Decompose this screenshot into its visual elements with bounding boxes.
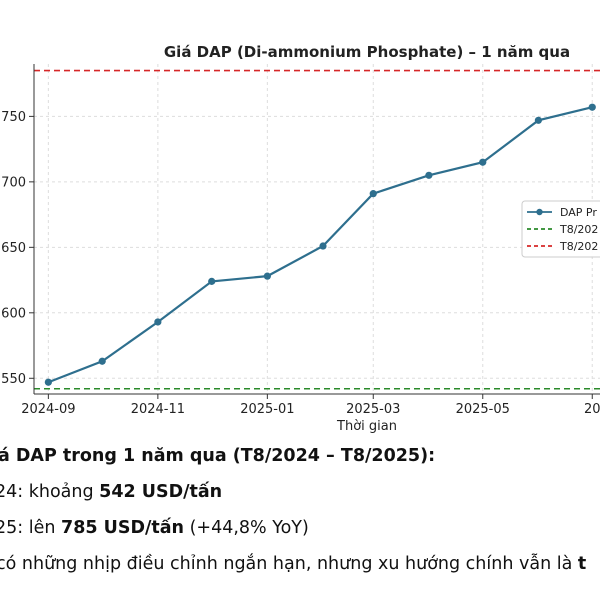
y-tick-label: 700	[1, 175, 26, 190]
y-tick-label: 750	[1, 110, 26, 125]
data-point	[98, 357, 106, 365]
y-tick-label: 550	[1, 372, 26, 387]
x-tick-label: 2024-09	[21, 402, 75, 417]
y-tick-label: 600	[1, 306, 26, 321]
end-label: 25: lên	[0, 518, 62, 538]
axes	[29, 64, 600, 399]
x-tick-label: 2025-05	[456, 402, 510, 417]
tick-labels: 550 600 650 700 750 2024-09 2024-11 2025-01 2025…	[1, 110, 600, 417]
x-tick-label: 20	[584, 402, 600, 417]
y-tick-label: 650	[1, 241, 26, 256]
data-point	[369, 190, 377, 198]
end-price: 785 USD/tấn	[61, 518, 185, 538]
x-tick-label: 2024-11	[131, 402, 185, 417]
x-tick-label: 2025-03	[346, 402, 400, 417]
yoy-change: (+44,8% YoY)	[184, 518, 309, 538]
x-tick-label: 2025-01	[240, 402, 294, 417]
data-point	[208, 277, 216, 285]
data-point	[425, 171, 433, 179]
data-point	[44, 378, 52, 386]
summary-end-price: 25: lên 785 USD/tấn (+44,8% YoY)	[0, 510, 595, 546]
chart-title: Giá DAP (Di-ammonium Phosphate) – 1 năm …	[164, 43, 570, 61]
dap-price-chart: Giá DAP (Di-ammonium Phosphate) – 1 năm …	[1, 43, 600, 434]
trend-emphasis: t	[577, 554, 587, 574]
legend-label: T8/202	[559, 240, 598, 253]
grid	[34, 64, 600, 394]
data-point	[479, 158, 487, 166]
data-point	[154, 318, 162, 326]
start-price: 542 USD/tấn	[99, 482, 223, 502]
data-point	[534, 116, 543, 124]
summary-text: iá DAP trong 1 năm qua (T8/2024 – T8/202…	[0, 438, 600, 600]
reference-lines	[34, 69, 600, 390]
data-point	[263, 272, 271, 280]
legend: DAP Pr T8/202 T8/202	[521, 200, 600, 258]
series-group	[44, 103, 596, 386]
data-point	[588, 103, 596, 111]
heading-text: iá DAP trong 1 năm qua (T8/2024 – T8/202…	[0, 446, 436, 466]
data-point	[319, 242, 327, 250]
x-axis-label: Thời gian	[336, 419, 397, 434]
summary-heading: iá DAP trong 1 năm qua (T8/2024 – T8/202…	[0, 438, 592, 474]
summary-trend: có những nhịp điều chỉnh ngắn hạn, nhưng…	[0, 546, 596, 582]
start-label: 24: khoảng	[0, 482, 100, 502]
summary-start-price: 24: khoảng 542 USD/tấn	[0, 474, 595, 510]
legend-marker	[536, 208, 543, 216]
legend-label: DAP Pr	[560, 206, 597, 219]
legend-label: T8/202	[559, 223, 598, 236]
legend-box	[521, 200, 600, 258]
trend-text: có những nhịp điều chỉnh ngắn hạn, nhưng…	[0, 554, 578, 574]
